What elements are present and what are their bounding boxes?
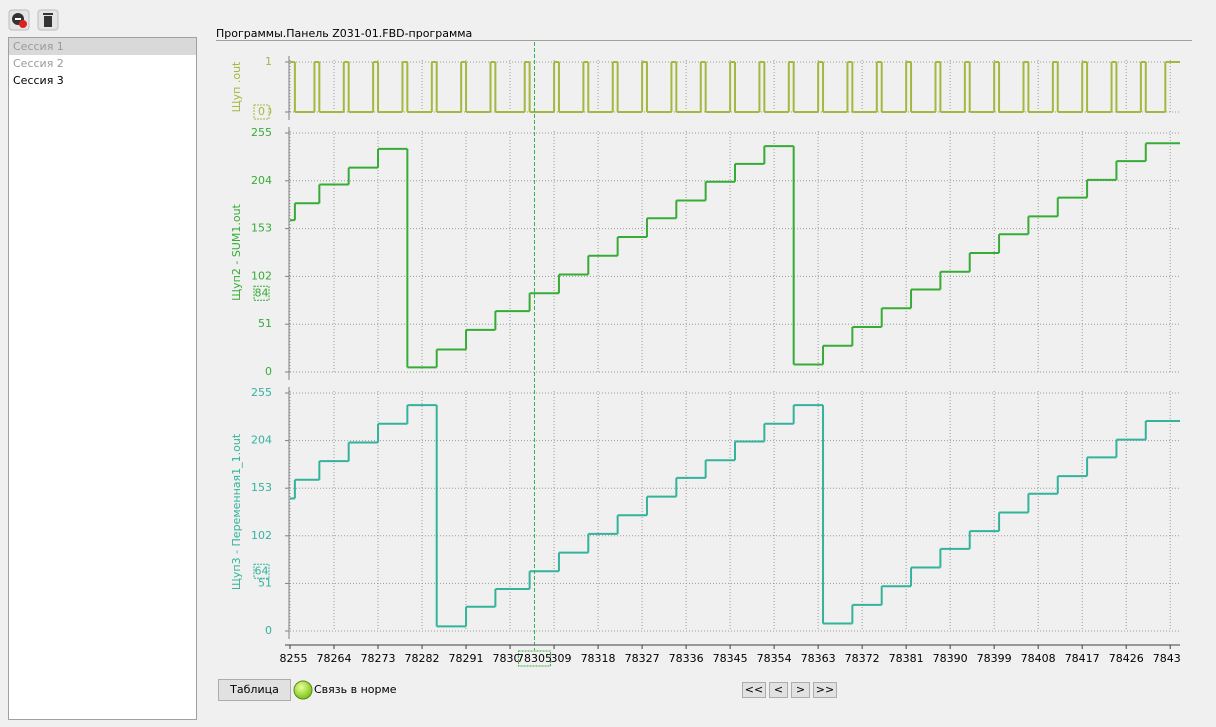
y-tick-label: 0 <box>265 365 272 378</box>
session-item[interactable]: Сессия 1 <box>9 38 196 55</box>
x-tick-label: 78264 <box>317 652 352 665</box>
cursor-value: 64 <box>255 564 269 577</box>
y-tick-label: 102 <box>251 529 272 542</box>
record-icon <box>8 9 30 31</box>
x-tick-label: 78399 <box>977 652 1012 665</box>
status-text: Связь в норме <box>314 683 397 696</box>
x-tick-label: 78345 <box>713 652 748 665</box>
x-tick-label: 78354 <box>757 652 792 665</box>
cursor-value-box <box>253 285 270 301</box>
y-tick-label: 51 <box>258 317 272 330</box>
y-tick-label: 153 <box>251 481 272 494</box>
cursor-x-label: 78305 <box>517 652 552 665</box>
x-tick-label: 78408 <box>1021 652 1056 665</box>
y-tick-label: 0 <box>265 624 272 637</box>
y-tick-label: 204 <box>251 174 272 187</box>
nav-button[interactable]: > <box>791 682 810 698</box>
y-axis-title: Щуп .out <box>230 61 243 112</box>
y-axis-title: Щуп3 - Переменная1_1.out <box>230 433 243 590</box>
y-tick-label: 51 <box>258 576 272 589</box>
table-button[interactable]: Таблица <box>218 679 291 701</box>
x-tick-label: 78291 <box>449 652 484 665</box>
session-item[interactable]: Сессия 3 <box>13 74 64 87</box>
y-tick-label: 255 <box>251 386 272 399</box>
cursor-value: 0 <box>258 105 265 118</box>
y-tick-label: 255 <box>251 126 272 139</box>
session-list: Сессия 1 Сессия 2 Сессия 3 <box>8 37 197 720</box>
x-tick-label: 78363 <box>801 652 836 665</box>
x-labels: 78255 78264 78273 78282 78291 78300 78309 78318… <box>273 652 1188 665</box>
x-tick-label: 78336 <box>669 652 704 665</box>
delete-icon <box>37 9 59 31</box>
session-item[interactable]: Сессия 2 <box>13 57 64 70</box>
nav-button[interactable]: >> <box>813 682 837 698</box>
x-tick-label: 78372 <box>845 652 880 665</box>
x-tick-label: 78273 <box>361 652 396 665</box>
panel-title: Программы.Панель Z031-01.FBD-программа <box>216 27 472 40</box>
x-tick-label: 78426 <box>1109 652 1144 665</box>
y-tick-label: 1 <box>265 55 272 68</box>
y-tick-label: 204 <box>251 434 272 447</box>
x-tick-label: 78318 <box>581 652 616 665</box>
cursor-value-box <box>253 104 270 120</box>
x-tick-label: 78381 <box>889 652 924 665</box>
nav-button[interactable]: << <box>742 682 766 698</box>
x-tick-label: 78282 <box>405 652 440 665</box>
nav-button[interactable]: < <box>769 682 788 698</box>
delete-button[interactable] <box>37 9 59 31</box>
y-tick-label: 153 <box>251 222 272 235</box>
status-led <box>293 680 313 700</box>
cursor-x-box <box>518 650 552 667</box>
y-tick-label: 102 <box>251 269 272 282</box>
x-tick-label: 78390 <box>933 652 968 665</box>
x-tick-label: 78435 <box>1153 652 1188 665</box>
x-tick-label: 78255 <box>273 652 308 665</box>
x-tick-label: 78417 <box>1065 652 1100 665</box>
x-tick-label: 78327 <box>625 652 660 665</box>
record-button[interactable] <box>8 9 30 31</box>
cursor-value-box <box>253 563 270 579</box>
cursor-value: 84 <box>255 286 269 299</box>
y-axis-title: Щуп2 - SUM1.out <box>230 203 243 300</box>
